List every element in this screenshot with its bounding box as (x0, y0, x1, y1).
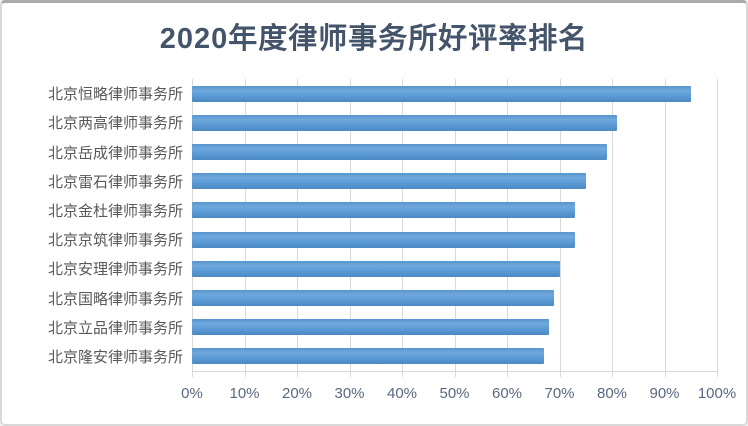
bar-track (192, 254, 717, 283)
bar-track (192, 108, 717, 137)
bar (192, 290, 555, 307)
gridline (717, 79, 718, 371)
x-tick-label: 50% (439, 385, 470, 402)
category-label: 北京两高律师事务所 (47, 115, 183, 133)
bar-track (192, 342, 717, 371)
x-tick-label: 90% (649, 385, 680, 402)
gridline (402, 79, 403, 371)
x-axis: 0% 10% 20% 30% 40% 50% 60% 70% 80% 90% 100% (181, 385, 736, 405)
tick-mark (244, 371, 246, 377)
gridline (612, 79, 613, 371)
bar-row: 北京立品律师事务所 (2, 313, 746, 342)
tick-mark (717, 371, 718, 377)
category-label: 北京隆安律师事务所 (47, 348, 183, 366)
category-label: 北京立品律师事务所 (47, 319, 183, 337)
x-tick-label: 20% (281, 385, 313, 402)
x-tick-label: 40% (386, 385, 418, 402)
bar-track (192, 196, 717, 225)
tick-mark (507, 371, 508, 377)
bar-rows: 北京恒略律师事务所 北京两高律师事务所 北京岳成律师事务所 北京雷石律师事务所 北京金杜… (2, 79, 746, 371)
bar (192, 348, 544, 365)
gridline (297, 79, 298, 371)
category-label: 北京安理律师事务所 (47, 261, 183, 279)
tick-mark (454, 371, 456, 377)
gridline (192, 79, 193, 371)
bar (192, 173, 586, 190)
gridline (507, 79, 508, 371)
bar (192, 202, 576, 219)
bar-row: 北京恒略律师事务所 (2, 79, 746, 108)
bar-row: 北京岳成律师事务所 (2, 137, 746, 166)
x-tick-label: 80% (596, 385, 628, 402)
bar-row: 北京雷石律师事务所 (2, 167, 746, 196)
x-tick-label: 0% (181, 385, 203, 402)
x-tick-label: 30% (334, 385, 365, 402)
bar-row: 北京隆安律师事务所 (2, 342, 746, 371)
bar (192, 144, 607, 160)
bar-row: 北京安理律师事务所 (2, 254, 746, 283)
bar-track (192, 225, 717, 254)
gridline (244, 79, 246, 371)
category-label: 北京岳成律师事务所 (47, 144, 183, 162)
tick-mark (559, 371, 561, 377)
gridline (664, 79, 666, 371)
category-label: 北京金杜律师事务所 (47, 202, 183, 220)
bar (192, 319, 549, 336)
x-tick-label: 10% (229, 385, 260, 402)
bar (192, 260, 560, 277)
gridline (559, 79, 561, 371)
plot-area (192, 79, 718, 377)
gridline (349, 79, 351, 371)
bar-track (192, 167, 717, 196)
tick-mark (349, 371, 351, 377)
tick-mark (402, 371, 403, 377)
bar-track (192, 283, 717, 312)
bar (192, 231, 576, 248)
category-label: 北京京筑律师事务所 (47, 232, 183, 250)
bar-track (192, 79, 717, 108)
category-label: 北京雷石律师事务所 (47, 173, 183, 191)
x-tick-label: 60% (491, 385, 523, 402)
chart-title: 2020年度律师事务所好评率排名 (159, 23, 589, 55)
tick-mark (297, 371, 298, 377)
tick-mark (192, 371, 193, 377)
category-label: 北京恒略律师事务所 (47, 86, 183, 104)
bar-row: 北京京筑律师事务所 (2, 225, 746, 254)
category-label: 北京国略律师事务所 (47, 290, 183, 308)
bar-track (192, 137, 717, 166)
x-tick-label: 100% (697, 385, 737, 402)
bar (192, 85, 691, 102)
tick-mark (612, 371, 613, 377)
bar-row: 北京金杜律师事务所 (2, 196, 746, 225)
gridline (454, 79, 456, 371)
tick-mark (664, 371, 666, 377)
bar-row: 北京国略律师事务所 (2, 283, 746, 312)
x-tick-label: 70% (544, 385, 575, 402)
bar-track (192, 313, 717, 342)
bar (192, 114, 618, 131)
bar-row: 北京两高律师事务所 (2, 108, 746, 137)
